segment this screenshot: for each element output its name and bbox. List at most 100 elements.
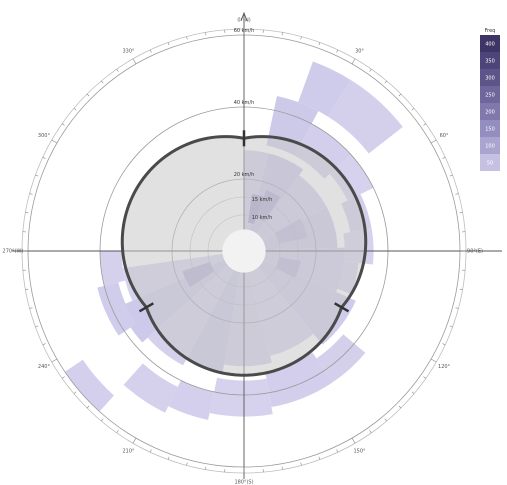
wedge: [298, 61, 351, 117]
wedge: [100, 251, 126, 286]
wedge: [327, 80, 403, 154]
angle-label: 270°(W): [3, 249, 24, 255]
lobe-notch: [334, 302, 350, 313]
north-arrow: [240, 11, 248, 22]
angle-tick: [205, 466, 207, 470]
angle-tick: [149, 449, 152, 453]
legend-swatch: [480, 86, 500, 103]
radial-label: 60 km/h: [234, 28, 255, 34]
radial-label: 20 km/h: [234, 172, 255, 178]
angle-tick: [455, 193, 459, 195]
legend-swatch: [480, 103, 500, 120]
radial-label: 40 km/h: [234, 100, 255, 106]
angle-tick: [449, 174, 453, 177]
legend-label: 150: [485, 127, 495, 133]
angle-tick: [186, 462, 188, 466]
angle-tick: [35, 174, 39, 177]
angle-label: 0°(N): [237, 18, 250, 24]
angle-tick: [86, 93, 90, 97]
angle-tick: [101, 418, 104, 422]
angle-label: 120°: [438, 364, 451, 370]
wedge: [64, 359, 114, 412]
wedge: [168, 380, 215, 421]
angle-tick: [384, 418, 387, 422]
angle-tick: [167, 456, 170, 460]
legend-label: 250: [485, 93, 495, 99]
angle-tick: [459, 212, 463, 214]
legend-swatch: [480, 69, 500, 86]
angle-tick: [132, 58, 137, 65]
angle-tick: [116, 430, 119, 434]
wedge: [265, 352, 333, 407]
inner-radial-label: 15 km/h: [252, 197, 273, 203]
angle-tick: [300, 462, 302, 466]
angle-tick: [29, 193, 33, 195]
angle-tick: [61, 123, 65, 126]
angle-tick: [369, 68, 372, 72]
angle-tick: [455, 307, 459, 309]
angle-tick: [398, 93, 402, 97]
angle-tick: [411, 108, 415, 111]
angle-tick: [336, 49, 339, 53]
chart-angle-ticks: [22, 29, 466, 473]
center-hole: [222, 229, 266, 273]
angle-tick: [205, 32, 207, 36]
angle-tick: [300, 36, 302, 40]
chart-labels: 0°(N) 30° 60° 90°(E) 120° 150° 180°(S) 210° 240°…: [3, 18, 483, 485]
angle-tick: [35, 325, 39, 328]
angle-tick: [281, 32, 283, 36]
angle-tick: [442, 343, 446, 346]
boundary-curve: [120, 135, 368, 377]
angle-label: 180°(S): [234, 480, 253, 485]
angle-tick: [116, 68, 119, 72]
wedge: [123, 363, 178, 413]
angle-label: 150°: [353, 449, 366, 455]
angle-tick: [442, 156, 446, 159]
lobe-notch: [138, 302, 154, 313]
chart-boundary: [120, 130, 368, 377]
angle-tick: [411, 391, 415, 394]
angle-tick: [351, 437, 356, 444]
angle-tick: [398, 405, 402, 409]
angle-tick: [281, 466, 283, 470]
wedge: [316, 334, 366, 383]
legend-swatch: [480, 52, 500, 69]
wedge: [294, 123, 352, 179]
angle-label: 240°: [38, 364, 51, 370]
wedge: [209, 377, 273, 417]
angle-label: 330°: [122, 48, 135, 54]
legend-label: 50: [487, 161, 493, 167]
angle-label: 210°: [122, 449, 135, 455]
angle-label: 30°: [355, 48, 364, 54]
angle-tick: [42, 343, 46, 346]
angle-tick: [186, 36, 188, 40]
angle-tick: [369, 430, 372, 434]
angle-tick: [29, 307, 33, 309]
angle-tick: [73, 391, 77, 394]
angle-label: 60°: [440, 133, 449, 139]
angle-label: 90°(E): [467, 249, 483, 255]
angle-tick: [51, 139, 58, 144]
angle-tick: [430, 139, 437, 144]
angle-tick: [167, 42, 170, 46]
legend-swatch: [480, 120, 500, 137]
angle-tick: [101, 80, 104, 84]
angle-tick: [336, 449, 339, 453]
angle-tick: [384, 80, 387, 84]
angle-tick: [423, 376, 427, 379]
legend-swatch: [480, 137, 500, 154]
chart-legend: Freq 400 350 300 250 200 150 100 50: [480, 28, 500, 171]
angle-tick: [51, 358, 58, 363]
angle-tick: [61, 376, 65, 379]
angle-tick: [73, 108, 77, 111]
angle-tick: [42, 156, 46, 159]
angle-tick: [86, 405, 90, 409]
angle-label: 300°: [38, 133, 51, 139]
wedge: [329, 154, 374, 201]
angle-tick: [25, 212, 29, 214]
angle-tick: [25, 288, 29, 290]
angle-tick: [459, 288, 463, 290]
angle-tick: [449, 325, 453, 328]
legend-label: 300: [485, 76, 495, 82]
